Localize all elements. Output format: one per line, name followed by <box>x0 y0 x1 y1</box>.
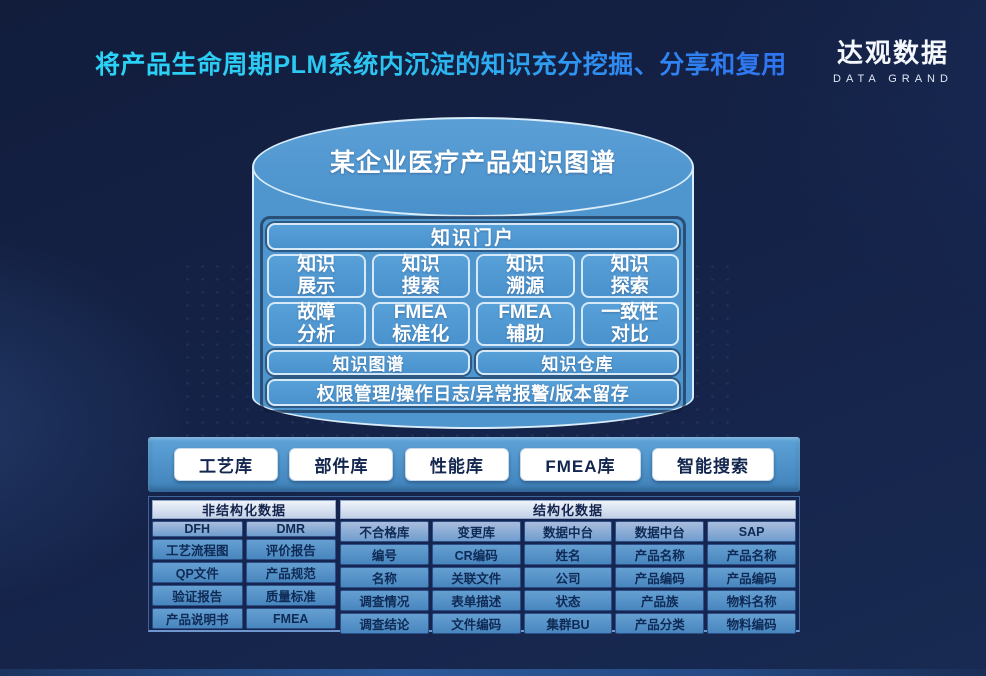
table-row: 编号 CR编码 姓名 产品名称 产品名称 <box>340 544 796 565</box>
table-cell: CR编码 <box>431 544 521 565</box>
table-cell: 调查结论 <box>340 613 429 634</box>
table-cell: QP文件 <box>152 562 243 583</box>
repo-button-smart-search: 智能搜索 <box>651 448 774 481</box>
module-row-analysis: 故障 分析 FMEA 标准化 FMEA 辅助 一致性 对比 <box>267 302 679 346</box>
table-cell: 产品名称 <box>615 544 705 565</box>
table-cell: 编号 <box>340 544 429 565</box>
repo-button-component-library: 部件库 <box>289 448 394 481</box>
table-cell: 产品分类 <box>615 613 705 634</box>
table-cell: 评价报告 <box>245 539 336 560</box>
module-row-stores: 知识图谱 知识仓库 <box>267 350 679 375</box>
table-cell: 数据中台 <box>615 521 705 542</box>
table-row: QP文件 产品规范 <box>152 562 336 583</box>
cylinder-top-ellipse: 某企业医疗产品知识图谱 <box>252 117 694 217</box>
table-cell: 产品编码 <box>707 567 796 588</box>
module-knowledge-explore: 知识 探索 <box>580 254 679 298</box>
cylinder-module-group: 知识门户 知识 展示 知识 搜索 知识 溯源 知识 探索 故障 分析 FMEA … <box>260 216 686 413</box>
table-cell: 关联文件 <box>431 567 521 588</box>
repo-button-fmea-library: FMEA库 <box>520 448 641 481</box>
table-cell: 物料名称 <box>707 590 796 611</box>
table-row: 名称 关联文件 公司 产品编码 产品编码 <box>340 567 796 588</box>
module-knowledge-search: 知识 搜索 <box>371 254 470 298</box>
table-cell: 调查情况 <box>340 590 429 611</box>
unstructured-data-table: 非结构化数据 DFH DMR 工艺流程图 评价报告 QP文件 产品规范 验证报告… <box>152 500 336 629</box>
table-cell: FMEA <box>245 608 336 629</box>
table-cell: 姓名 <box>523 544 613 565</box>
table-cell: 文件编码 <box>431 613 521 634</box>
table-row: 验证报告 质量标准 <box>152 585 336 606</box>
table-cell: 名称 <box>340 567 429 588</box>
table-cell: 产品规范 <box>245 562 336 583</box>
table-cell: SAP <box>707 521 796 542</box>
module-knowledge-graph-store: 知识图谱 <box>267 350 470 375</box>
table-cell: 物料编码 <box>707 613 796 634</box>
module-row-features: 知识 展示 知识 搜索 知识 溯源 知识 探索 <box>267 254 679 298</box>
table-row: 产品说明书 FMEA <box>152 608 336 629</box>
table-cell: DMR <box>245 521 336 537</box>
table-cell: 公司 <box>523 567 613 588</box>
structured-data-table: 结构化数据 不合格库 变更库 数据中台 数据中台 SAP 编号 CR编码 姓名 … <box>340 500 796 634</box>
table-cell: 状态 <box>523 590 613 611</box>
module-consistency-compare: 一致性 对比 <box>580 302 679 346</box>
table-cell: 表单描述 <box>431 590 521 611</box>
brand-logo-chinese: 达观数据 <box>836 38 949 68</box>
module-admin-bar: 权限管理/操作日志/异常报警/版本留存 <box>267 379 679 406</box>
repository-panel: 工艺库 部件库 性能库 FMEA库 智能搜索 <box>148 437 800 492</box>
cylinder-title: 某企业医疗产品知识图谱 <box>329 149 616 177</box>
repo-button-performance-library: 性能库 <box>404 448 509 481</box>
table-cell: 产品名称 <box>707 544 796 565</box>
table-cell: 产品族 <box>615 590 705 611</box>
table-row: 工艺流程图 评价报告 <box>152 539 336 560</box>
module-knowledge-display: 知识 展示 <box>267 254 366 298</box>
knowledge-graph-cylinder: 某企业医疗产品知识图谱 知识门户 知识 展示 知识 搜索 知识 溯源 知识 探索… <box>252 117 694 432</box>
structured-table-header: 结构化数据 <box>340 500 796 519</box>
module-knowledge-portal: 知识门户 <box>267 223 679 250</box>
table-cell: 变更库 <box>431 521 521 542</box>
module-fmea-standardize: FMEA 标准化 <box>371 302 470 346</box>
module-knowledge-tracing: 知识 溯源 <box>476 254 575 298</box>
page-title: 将产品生命周期PLM系统内沉淀的知识充分挖掘、分享和复用 <box>95 45 815 81</box>
table-cell: DFH <box>152 521 243 537</box>
brand-logo-english: DATA GRAND <box>833 73 953 85</box>
table-cell: 数据中台 <box>523 521 613 542</box>
table-cell: 不合格库 <box>340 521 429 542</box>
module-knowledge-warehouse: 知识仓库 <box>476 350 679 375</box>
table-cell: 产品编码 <box>615 567 705 588</box>
table-row: 调查情况 表单描述 状态 产品族 物料名称 <box>340 590 796 611</box>
table-row: 调查结论 文件编码 集群BU 产品分类 物料编码 <box>340 613 796 634</box>
table-row: 不合格库 变更库 数据中台 数据中台 SAP <box>340 521 796 542</box>
repo-button-process-library: 工艺库 <box>174 448 278 481</box>
module-fmea-assist: FMEA 辅助 <box>476 302 575 346</box>
unstructured-table-header: 非结构化数据 <box>152 500 336 519</box>
bottom-accent-strip <box>0 669 986 676</box>
brand-logo: 达观数据 DATA GRAND <box>830 33 956 85</box>
table-cell: 验证报告 <box>152 585 243 606</box>
table-row: DFH DMR <box>152 521 336 537</box>
table-cell: 工艺流程图 <box>152 539 243 560</box>
table-cell: 质量标准 <box>245 585 336 606</box>
module-fault-analysis: 故障 分析 <box>267 302 366 346</box>
table-cell: 产品说明书 <box>152 608 243 629</box>
table-cell: 集群BU <box>523 613 613 634</box>
data-source-tables: 非结构化数据 DFH DMR 工艺流程图 评价报告 QP文件 产品规范 验证报告… <box>148 496 800 634</box>
